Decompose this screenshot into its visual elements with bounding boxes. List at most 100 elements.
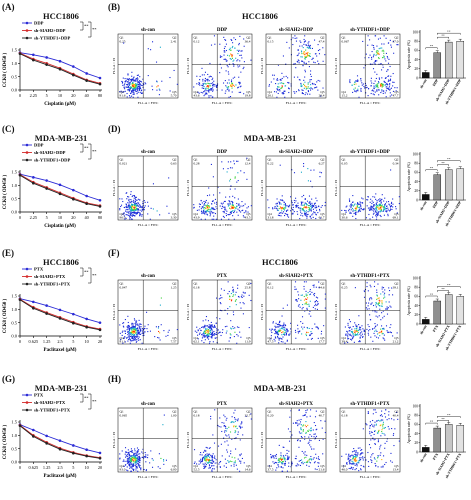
flow-event (357, 205, 359, 207)
flow-event (358, 315, 360, 317)
flow-event (309, 202, 311, 204)
flow-event (349, 326, 351, 328)
flow-event (130, 209, 132, 211)
flow-event (215, 85, 217, 88)
flow-event (140, 323, 142, 325)
flow-event (309, 415, 311, 417)
quadrant-name: Q3 (394, 90, 398, 94)
flow-event (381, 50, 383, 52)
flow-event (135, 463, 137, 465)
flow-event (127, 461, 129, 463)
flow-event (301, 45, 303, 47)
flow-event (317, 327, 319, 329)
flow-event (208, 459, 210, 461)
flow-event (156, 86, 158, 88)
flow-event (347, 338, 349, 340)
flow-event (374, 86, 376, 88)
flow-event (144, 327, 146, 330)
flow-event (294, 281, 297, 283)
flow-event (362, 336, 364, 338)
flow-event (136, 87, 138, 89)
flow-event (126, 469, 128, 471)
flow-event (375, 215, 377, 217)
flow-event (207, 329, 209, 331)
flow-event (208, 461, 211, 463)
flow-event (380, 84, 382, 86)
flow-event (129, 87, 131, 89)
flow-event (379, 454, 381, 456)
flow-y-axis-label: FL3-A :: PI (186, 431, 190, 448)
flow-event (210, 454, 212, 456)
flow-event (363, 290, 365, 292)
flow-event (305, 298, 307, 300)
flow-event (379, 425, 381, 427)
flow-event (132, 201, 134, 203)
quadrant-name: Q3 (246, 336, 250, 340)
flow-event (243, 303, 245, 305)
flow-event (221, 56, 223, 58)
flow-event (235, 299, 237, 301)
flow-event (211, 85, 214, 87)
flow-event (377, 83, 379, 85)
flow-event (315, 209, 318, 211)
flow-event (369, 218, 371, 220)
flow-event (225, 60, 227, 62)
flow-event (197, 338, 199, 340)
y-tick-label: 0.0 (11, 334, 17, 339)
flow-event (126, 460, 128, 462)
flow-event (308, 441, 310, 443)
flow-event (355, 209, 357, 211)
flow-event (300, 50, 303, 52)
flow-event (199, 79, 201, 81)
flow-event (232, 204, 234, 207)
flow-event (360, 78, 362, 80)
flow-y-axis-label: FL3-A :: PI (112, 431, 116, 448)
flow-event (376, 201, 378, 203)
quadrant-name: Q3 (246, 464, 250, 468)
flow-event (226, 313, 229, 315)
flow-event (200, 200, 202, 202)
flow-event (141, 206, 143, 208)
flow-event (349, 205, 351, 207)
flow-event (306, 87, 308, 89)
flow-event (288, 91, 290, 94)
flow-event (295, 331, 297, 333)
flow-event (203, 458, 205, 460)
flow-event (369, 431, 371, 433)
flow-event (234, 38, 237, 41)
flow-event (356, 334, 358, 336)
flow-event (235, 437, 237, 439)
flow-event (224, 425, 226, 427)
flow-event (375, 214, 377, 216)
flow-event (133, 455, 135, 457)
flow-event (233, 59, 235, 61)
flow-event (352, 461, 354, 463)
flow-event (273, 74, 275, 76)
flow-event (376, 311, 378, 313)
flow-plot-frame (117, 33, 179, 99)
flow-event (356, 327, 358, 329)
flow-event (381, 86, 383, 88)
flow-event (227, 54, 229, 56)
flow-event (204, 71, 207, 73)
flow-event (206, 335, 208, 337)
quadrant-name: Q2 (394, 282, 398, 286)
flow-event (133, 454, 135, 456)
flow-event (385, 77, 387, 79)
flow-event (130, 459, 132, 462)
panel-label-h: (H) (108, 374, 121, 384)
flow-event (219, 302, 221, 304)
flow-event (378, 302, 380, 304)
flow-event (359, 337, 361, 339)
flow-event (358, 329, 360, 331)
flow-event (134, 339, 136, 341)
flow-event (276, 324, 278, 326)
flow-event (160, 324, 162, 326)
flow-event (131, 455, 133, 457)
flow-event (205, 328, 207, 330)
flow-event (373, 85, 375, 87)
flow-event (374, 35, 376, 37)
x-tick-label: 0.625 (28, 465, 38, 470)
x-tick-label: DDP (432, 200, 440, 209)
flow-event (380, 328, 382, 330)
